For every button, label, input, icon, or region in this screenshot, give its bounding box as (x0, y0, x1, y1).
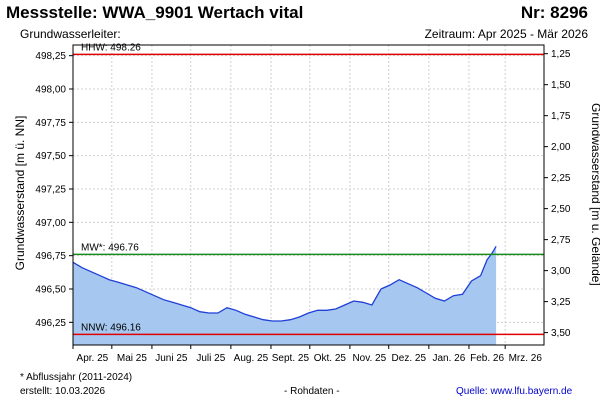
x-tick-label: Mai 25 (117, 353, 147, 364)
hhw-label: HHW: 498.26 (81, 42, 141, 53)
x-tick-label: Mrz. 26 (509, 353, 543, 364)
x-tick-label: Juni 25 (155, 353, 188, 364)
aquifer-label: Grundwasserleiter: (20, 27, 121, 41)
station-number: Nr: 8296 (520, 3, 588, 22)
y-axis-label-right: Grundwasserstand [m u. Gelände] (589, 103, 600, 286)
y-right-tick-label: 2,25 (551, 173, 571, 184)
x-tick-label: Dez. 25 (392, 353, 427, 364)
x-tick-label: Nov. 25 (352, 353, 386, 364)
footnote: * Abflussjahr (2011-2024) (20, 372, 133, 383)
x-tick-label: Juli 25 (196, 353, 225, 364)
y-right-tick-label: 1,75 (551, 111, 571, 122)
y-tick-label: 498,00 (35, 85, 66, 96)
reference-lines: HHW: 498.26 MW*: 496.76 NNW: 496.16 (73, 42, 544, 336)
y-right-tick-label: 2,00 (551, 142, 571, 153)
y-right-tick-label: 1,50 (551, 80, 571, 91)
chart-title: Messstelle: WWA_9901 Wertach vital (6, 3, 304, 22)
y-right-tick-label: 1,25 (551, 49, 571, 60)
raw-data-label: - Rohdaten - (284, 386, 340, 397)
x-tick-label: Jan. 26 (432, 353, 465, 364)
mw-label: MW*: 496.76 (81, 242, 139, 253)
x-tick-label: Aug. 25 (234, 353, 269, 364)
plot-frame (72, 44, 545, 346)
y-axis-label-left: Grundwasserstand [m ü. NN] (13, 115, 27, 271)
axis-ticks: 496,25 496,50 496,75 497,00 497,25 497,50 497,… (35, 49, 570, 364)
x-tick-label: Sept. 25 (272, 353, 310, 364)
y-tick-label: 497,25 (35, 185, 66, 196)
y-tick-label: 496,25 (35, 318, 66, 329)
y-tick-label: 496,75 (35, 251, 66, 262)
nnw-label: NNW: 496.16 (81, 322, 141, 333)
y-tick-label: 497,75 (35, 118, 66, 129)
period-label: Zeitraum: Apr 2025 - Mär 2026 (424, 27, 588, 41)
created-date: erstellt: 10.03.2026 (20, 386, 106, 397)
y-right-tick-label: 2,50 (551, 204, 571, 215)
x-tick-label: Feb. 26 (470, 353, 504, 364)
x-tick-label: Okt. 25 (314, 353, 347, 364)
y-right-tick-label: 3,50 (551, 328, 571, 339)
data-layer (72, 245, 497, 345)
y-right-tick-label: 3,25 (551, 297, 571, 308)
y-right-tick-label: 3,00 (551, 266, 571, 277)
x-tick-label: Apr. 25 (77, 353, 109, 364)
source-link[interactable]: Quelle: www.lfu.bayern.de (456, 386, 573, 397)
y-right-tick-label: 2,75 (551, 235, 571, 246)
y-tick-label: 498,25 (35, 51, 66, 62)
series-line (72, 245, 497, 322)
y-tick-label: 497,00 (35, 218, 66, 229)
y-tick-label: 496,50 (35, 285, 66, 296)
area-fill (73, 246, 497, 345)
y-tick-label: 497,50 (35, 151, 66, 162)
